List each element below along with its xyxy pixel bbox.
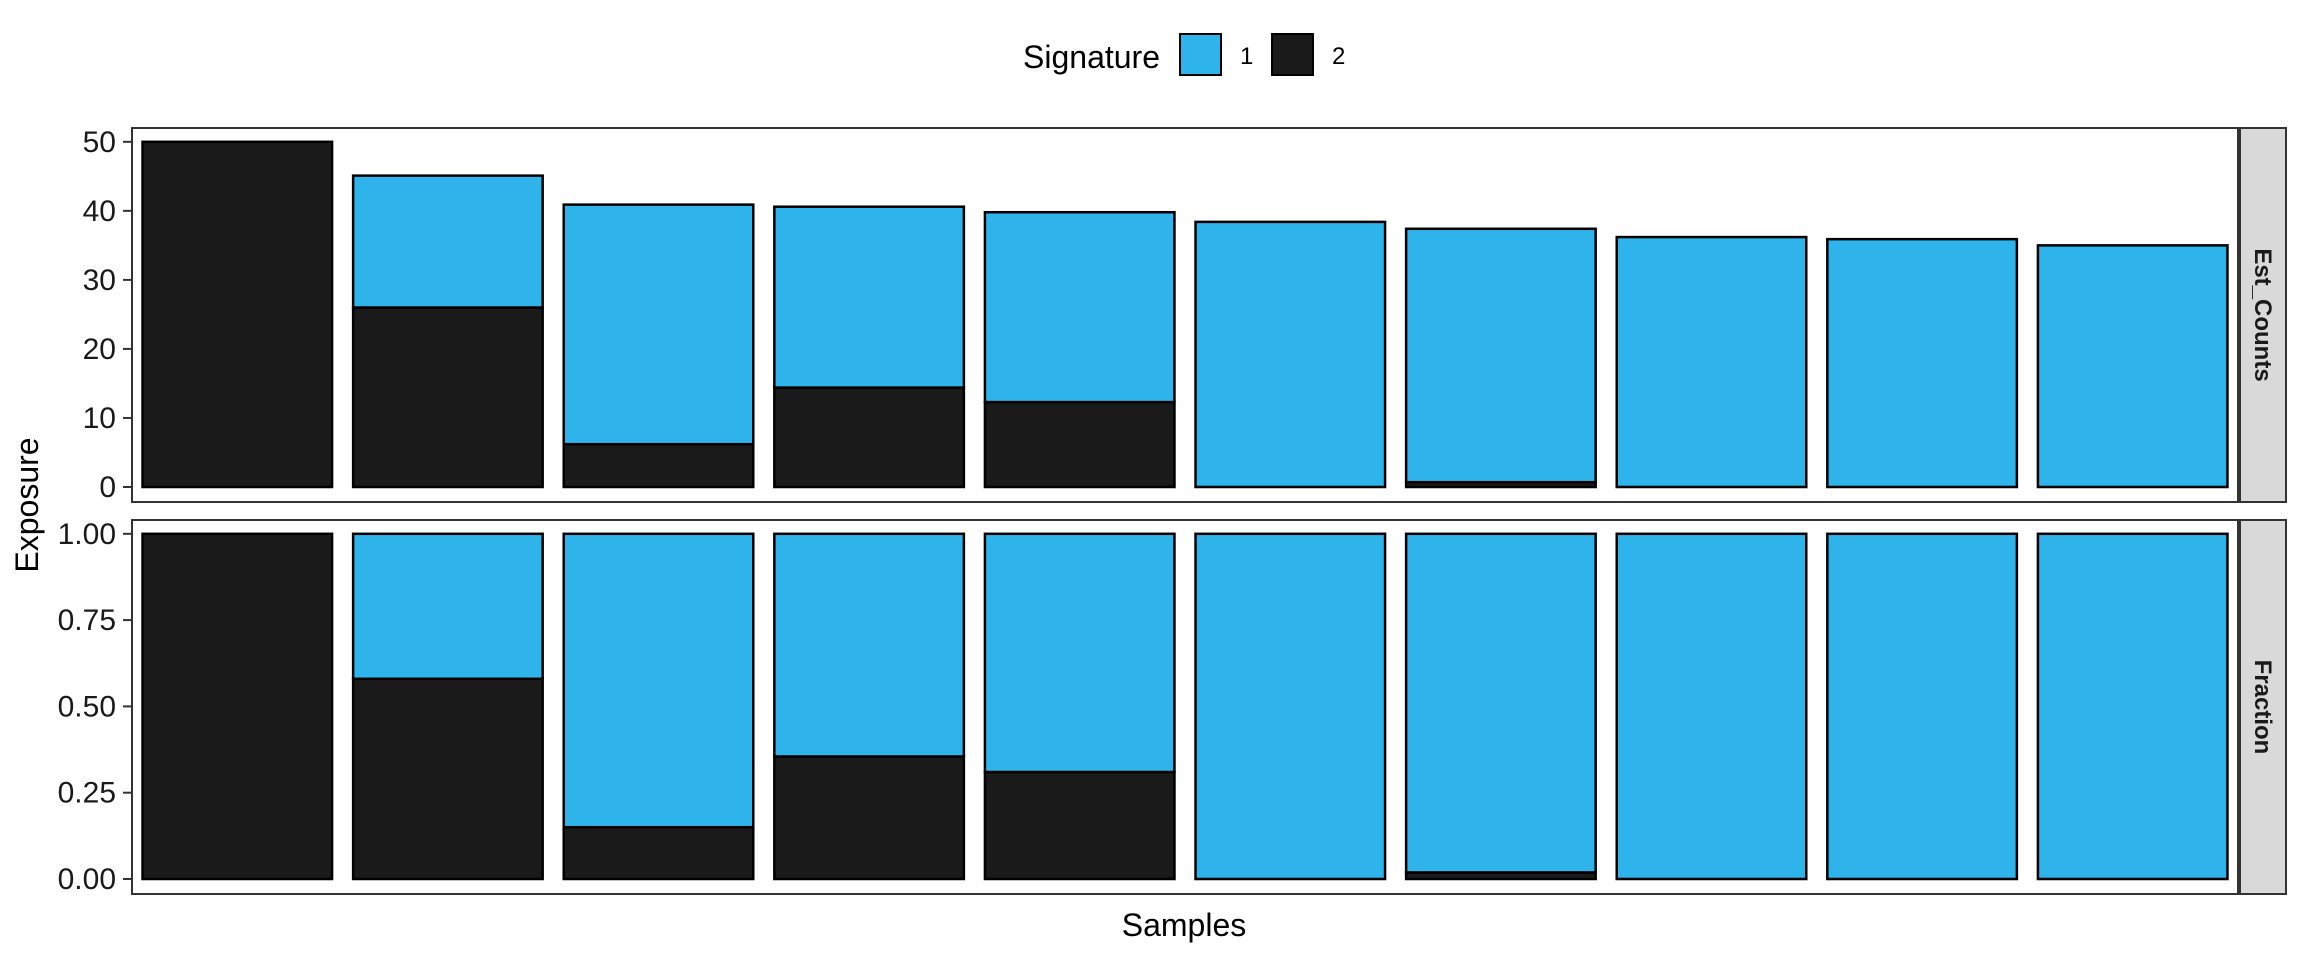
bar-sample-2-signature-1 [351,174,544,309]
bar-sample-4-signature-2 [773,386,966,489]
legend-label-1: 1 [1240,43,1253,70]
legend-swatch-2 [1271,33,1314,76]
y-tick-label: 40 [83,195,116,228]
bar-sample-3-signature-2 [562,825,755,881]
y-tick-label: 0.00 [58,863,116,896]
facet-strip-label: Est_Counts [2249,248,2276,381]
bar-sample-10-signature-1 [2036,244,2229,489]
y-tick-label: 0 [99,471,116,504]
facet-strip-label: Fraction [2249,660,2276,755]
legend-label-2: 2 [1332,43,1345,70]
facet-strip [2239,519,2287,895]
bar-sample-9-signature-1 [1826,532,2019,881]
bar-sample-2-signature-1 [351,532,544,681]
bar-sample-9-signature-1 [1826,237,2019,489]
bar-sample-10-signature-1 [2036,532,2229,881]
legend-swatch-1 [1179,33,1222,76]
bar-sample-1-signature-2 [141,532,334,881]
bar-sample-2-signature-2 [351,677,544,881]
bar-sample-3-signature-1 [562,203,755,446]
y-tick-label: 30 [83,264,116,297]
bar-sample-5-signature-1 [983,210,1176,404]
y-tick-label: 1.00 [58,518,116,551]
bar-sample-1-signature-2 [141,140,334,489]
y-axis-title: Exposure [9,437,45,572]
bar-sample-6-signature-1 [1194,220,1387,489]
bar-sample-8-signature-1 [1615,235,1808,489]
y-tick-label: 20 [83,333,116,366]
bar-sample-4-signature-1 [773,532,966,758]
bar-sample-5-signature-2 [983,770,1176,881]
bar-sample-7-signature-1 [1404,227,1597,484]
legend: Signature 1 2 [1023,33,1345,76]
y-tick-label: 50 [83,126,116,159]
x-axis-title: Samples [1122,907,1247,943]
bar-sample-6-signature-1 [1194,532,1387,881]
y-tick-label: 0.25 [58,777,116,810]
y-tick-label: 0.50 [58,690,116,723]
bar-sample-3-signature-1 [562,532,755,829]
bar-sample-2-signature-2 [351,306,544,489]
bar-sample-4-signature-2 [773,755,966,881]
bar-sample-7-signature-1 [1404,532,1597,874]
y-tick-label: 10 [83,402,116,435]
facet-strip [2239,127,2287,503]
y-tick-label: 0.75 [58,604,116,637]
bar-sample-4-signature-1 [773,205,966,389]
panel-est-counts: 0 10 20 30 40 50 Est_Counts [83,126,2287,504]
panel-fraction: 0.00 0.25 0.50 0.75 1.00 Fraction [58,518,2287,896]
bar-sample-3-signature-2 [562,442,755,489]
bar-sample-8-signature-1 [1615,532,1808,881]
bar-sample-5-signature-1 [983,532,1176,774]
legend-title: Signature [1023,39,1160,75]
bar-sample-5-signature-2 [983,400,1176,489]
